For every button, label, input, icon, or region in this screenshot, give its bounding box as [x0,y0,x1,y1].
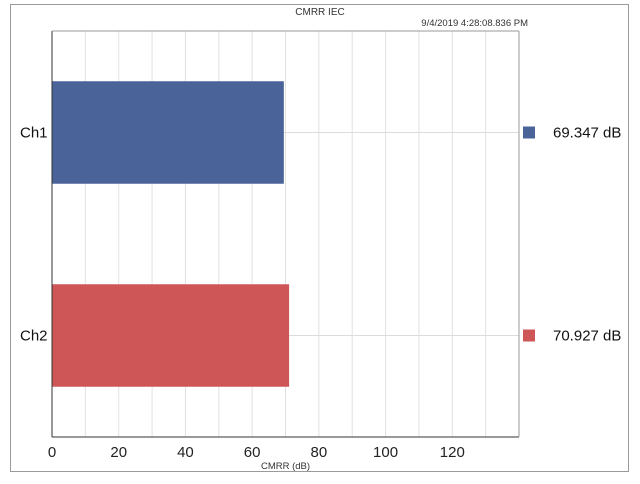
legend-swatch [523,126,535,139]
bar-ch1 [51,81,284,184]
x-axis-title: CMRR (dB) [261,461,310,472]
x-tick-label: 120 [440,444,465,461]
x-tick-label: 100 [373,444,398,461]
x-tick-label: 60 [244,444,261,461]
timestamp: 9/4/2019 4:28:08.836 PM [421,18,528,29]
legend-value: 70.927 dB [553,328,621,345]
category-label: Ch1 [20,125,48,142]
legend-value: 69.347 dB [553,125,621,142]
x-tick-label: 0 [48,444,56,461]
bar-ch2 [51,284,290,387]
x-tick-label: 80 [311,444,328,461]
category-label: Ch2 [20,328,48,345]
chart-title: CMRR IEC [295,7,345,18]
legend-swatch [523,329,535,342]
x-tick-label: 20 [110,444,127,461]
x-tick-label: 40 [177,444,194,461]
